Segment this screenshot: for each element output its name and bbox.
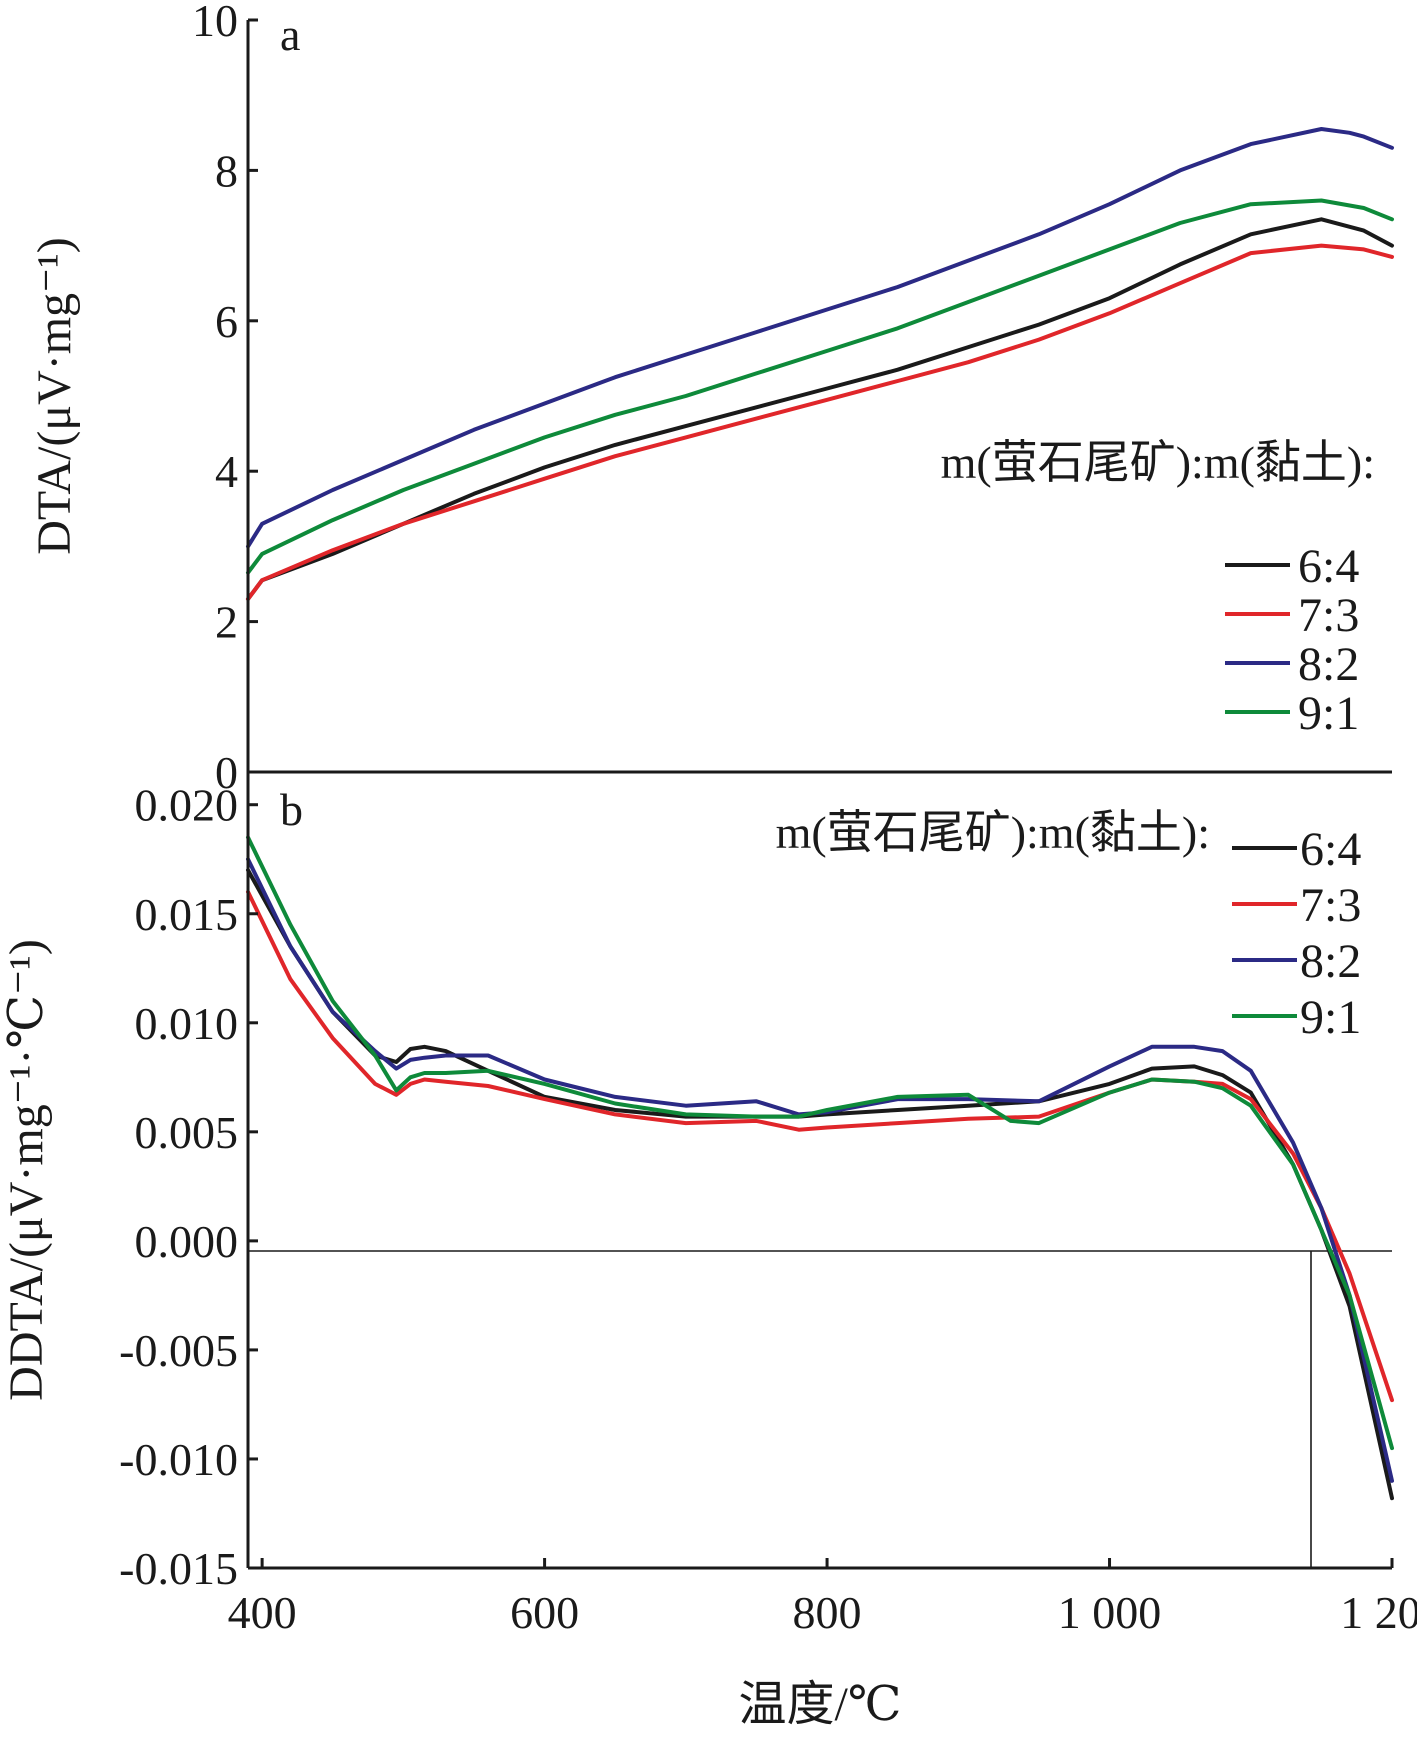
panel-a: 0 2 4 6 8 10 a DTA/(μV·mg⁻¹) m(萤石尾矿):m(黏土): 6… bbox=[28, 0, 1394, 798]
panel-b-legend: 6:47:38:29:1 bbox=[1232, 823, 1361, 1044]
x-tick-label: 1 200 bbox=[1340, 1587, 1417, 1638]
panel-a-y-tick-label: 4 bbox=[215, 446, 238, 497]
panel-b-x-ticks: 400 600 800 1 000 1 200 bbox=[228, 1558, 1417, 1638]
panel-b: -0.015 -0.010 -0.005 0.000 0.005 0.010 0.015 0.… bbox=[0, 772, 1417, 1638]
panel-a-legend-label-6-4: 6:4 bbox=[1298, 540, 1359, 593]
panel-a-series-6-4 bbox=[246, 217, 1394, 601]
panel-a-series bbox=[246, 127, 1394, 601]
panel-a-y-ticks: 0 2 4 6 8 10 bbox=[192, 0, 258, 798]
panel-b-y-tick-label: 0.000 bbox=[135, 1216, 239, 1267]
panel-b-series-8-2 bbox=[246, 857, 1394, 1483]
panel-b-y-tick-label: -0.005 bbox=[119, 1325, 238, 1376]
panel-a-legend: 6:47:38:29:1 bbox=[1225, 540, 1359, 740]
panel-b-label: b bbox=[280, 784, 303, 835]
panel-b-series bbox=[246, 835, 1394, 1501]
panel-b-series-9-1 bbox=[246, 835, 1394, 1451]
panel-b-legend-label-9-1: 9:1 bbox=[1300, 991, 1361, 1044]
panel-b-y-tick-label: -0.010 bbox=[119, 1434, 238, 1485]
panel-a-legend-label-7-3: 7:3 bbox=[1298, 589, 1359, 642]
panel-b-legend-label-6-4: 6:4 bbox=[1300, 823, 1361, 876]
x-axis-title: 温度/℃ bbox=[738, 1678, 901, 1731]
panel-b-y-tick-label: 0.005 bbox=[135, 1107, 239, 1158]
panel-b-y-tick-label: 0.010 bbox=[135, 998, 239, 1049]
panel-b-series-7-3 bbox=[246, 889, 1394, 1403]
panel-a-legend-label-9-1: 9:1 bbox=[1298, 687, 1359, 740]
x-tick-label: 400 bbox=[228, 1587, 297, 1638]
panel-a-y-tick-label: 10 bbox=[192, 0, 238, 46]
panel-b-legend-label-7-3: 7:3 bbox=[1300, 879, 1361, 932]
x-tick-label: 600 bbox=[510, 1587, 579, 1638]
panel-a-series-8-2 bbox=[246, 127, 1394, 549]
panel-a-series-7-3 bbox=[246, 243, 1394, 601]
panel-b-y-ticks: -0.015 -0.010 -0.005 0.000 0.005 0.010 0.015 0.… bbox=[119, 780, 258, 1594]
panel-b-y-tick-label: -0.015 bbox=[119, 1543, 238, 1594]
panel-a-label: a bbox=[280, 9, 300, 60]
panel-b-series-6-4 bbox=[246, 868, 1394, 1501]
panel-a-legend-label-8-2: 8:2 bbox=[1298, 638, 1359, 691]
panel-b-legend-label-8-2: 8:2 bbox=[1300, 935, 1361, 988]
panel-a-y-tick-label: 0 bbox=[215, 747, 238, 798]
panel-a-y-tick-label: 8 bbox=[215, 145, 238, 196]
panel-a-y-tick-label: 2 bbox=[215, 597, 238, 648]
x-tick-label: 800 bbox=[793, 1587, 862, 1638]
x-tick-label: 1 000 bbox=[1058, 1587, 1162, 1638]
panel-b-y-tick-label: 0.020 bbox=[135, 780, 239, 831]
panel-b-y-axis-title: DDTA/(μV·mg⁻¹·℃⁻¹) bbox=[0, 939, 53, 1401]
panel-a-series-9-1 bbox=[246, 198, 1394, 575]
panel-a-legend-title: m(萤石尾矿):m(黏土): bbox=[941, 437, 1375, 488]
panel-b-y-tick-label: 0.015 bbox=[135, 889, 239, 940]
panel-a-y-axis-title: DTA/(μV·mg⁻¹) bbox=[28, 237, 81, 555]
panel-a-y-tick-label: 6 bbox=[215, 296, 238, 347]
panel-b-legend-title: m(萤石尾矿):m(黏土): bbox=[776, 807, 1210, 858]
